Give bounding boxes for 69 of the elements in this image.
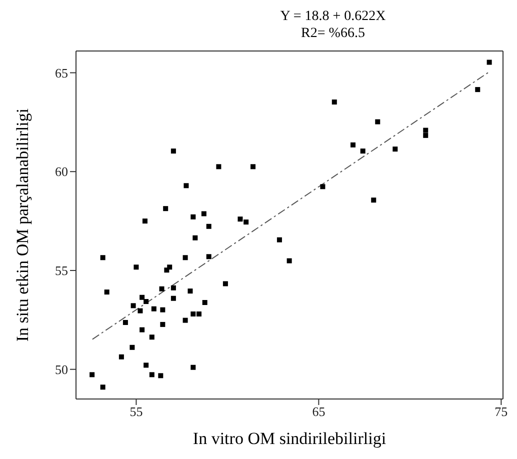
point: [423, 132, 428, 138]
point: [182, 318, 188, 323]
point: [134, 264, 139, 270]
point: [158, 373, 164, 378]
point: [202, 300, 208, 306]
point: [151, 306, 156, 312]
point: [238, 216, 243, 222]
point: [423, 128, 428, 133]
point: [206, 224, 212, 229]
point: [201, 211, 206, 216]
point: [192, 235, 198, 240]
point: [122, 320, 128, 325]
point: [130, 344, 135, 350]
point: [118, 354, 124, 360]
point: [140, 294, 145, 300]
chart-title: Y = 18.8 + 0.622X: [279, 8, 387, 25]
point: [170, 296, 176, 301]
point: [144, 362, 149, 368]
point: [350, 142, 356, 148]
point: [100, 384, 106, 390]
point: [100, 255, 106, 260]
point: [142, 218, 148, 224]
point: [159, 286, 164, 292]
y-tick-label: 65: [55, 65, 68, 80]
point: [286, 258, 292, 264]
point: [196, 311, 202, 316]
point: [170, 148, 176, 154]
point: [244, 220, 249, 225]
point: [250, 164, 256, 170]
point: [190, 364, 196, 370]
x-tick-label: 65: [312, 404, 326, 420]
point: [140, 327, 145, 332]
point: [182, 255, 188, 260]
point: [486, 60, 492, 65]
point: [475, 87, 480, 92]
y-tick-label: 55: [55, 263, 68, 278]
point: [375, 119, 380, 124]
point: [216, 164, 222, 170]
point: [144, 299, 149, 304]
point: [190, 214, 196, 220]
point: [149, 334, 154, 340]
point: [149, 372, 154, 378]
chart-subtitle: R2= %66.5: [300, 25, 366, 42]
y-tick-label: 60: [55, 164, 68, 180]
point: [276, 237, 282, 242]
x-axis-title: In vitro OM sindirilebilirligi: [192, 429, 386, 448]
point: [332, 100, 337, 105]
point: [160, 322, 166, 327]
point: [184, 183, 189, 188]
y-axis-title: In situ etkin OM parçalanabilirligi: [13, 108, 32, 342]
point: [138, 308, 143, 314]
point: [160, 307, 166, 312]
point: [320, 184, 326, 190]
point: [170, 285, 176, 290]
point: [360, 148, 366, 154]
point: [90, 372, 95, 378]
x-tick-label: 55: [130, 404, 143, 420]
point: [190, 311, 196, 316]
point: [130, 303, 136, 308]
point: [222, 281, 228, 286]
point: [392, 146, 398, 152]
x-tick-label: 75: [494, 404, 508, 420]
point: [371, 198, 376, 203]
point: [163, 206, 168, 212]
point: [206, 254, 212, 260]
point: [188, 288, 193, 294]
point: [104, 290, 110, 295]
point: [167, 264, 172, 270]
y-tick-label: 50: [55, 362, 68, 377]
